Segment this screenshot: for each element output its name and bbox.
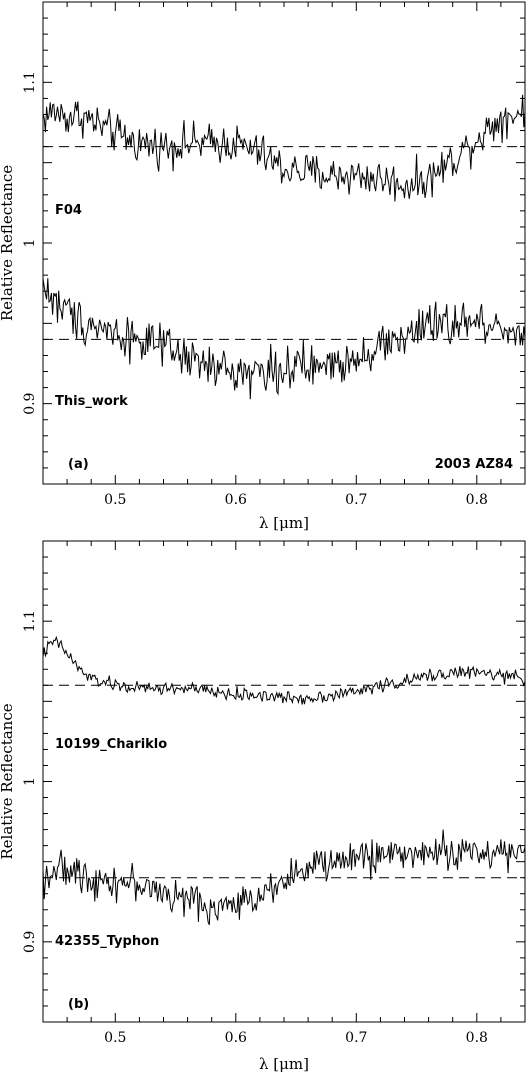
y-ticks: 0.9 1 1.1: [22, 1, 525, 485]
spectrum-traces: [42, 635, 526, 925]
spectrum-traces: [42, 94, 526, 400]
panel-label: (a): [68, 457, 89, 472]
object-label: 2003 AZ84: [435, 457, 513, 472]
y-tick-label: 1: [22, 777, 38, 786]
y-tick-label: 1.1: [22, 610, 38, 632]
spectrum-line-42355_typhon: [42, 829, 526, 925]
series-label-chariklo: 10199_Chariklo: [55, 737, 167, 752]
x-axis-label: λ [μm]: [259, 1055, 309, 1073]
panel-b: 0.5 0.6 0.7 0.8 0.9 1 1.1 10199_Chariklo 4235…: [0, 540, 526, 1073]
spectrum-line-f04: [42, 94, 526, 202]
x-tick-label: 0.7: [345, 1030, 367, 1046]
y-tick-label: 0.9: [22, 931, 38, 953]
y-tick-label: 0.9: [22, 393, 38, 415]
series-label-this-work: This_work: [55, 394, 128, 409]
y-tick-label: 1.1: [22, 71, 38, 93]
series-label-f04: F04: [55, 203, 82, 218]
reference-lines: [43, 146, 525, 340]
x-tick-label: 0.5: [104, 492, 126, 508]
panel-a: 0.5 0.6 0.7 0.8 0.9 1 1.1 F04 This_work (a) 2…: [0, 1, 526, 532]
spectrum-line-this_work: [42, 278, 526, 400]
plot-frame: [42, 1, 526, 485]
x-tick-label: 0.8: [466, 1030, 488, 1046]
x-ticks: 0.5 0.6 0.7 0.8: [42, 2, 526, 508]
x-tick-label: 0.6: [225, 1030, 247, 1046]
plot-frame: [42, 540, 526, 1023]
x-tick-label: 0.8: [466, 492, 488, 508]
reference-lines: [43, 684, 525, 879]
x-tick-label: 0.5: [104, 1030, 126, 1046]
x-ticks: 0.5 0.6 0.7 0.8: [42, 541, 526, 1046]
x-tick-label: 0.6: [225, 492, 247, 508]
spectrum-line-10199_chariklo: [42, 635, 526, 705]
panel-label: (b): [68, 997, 89, 1012]
y-axis-label: Relative Reflectance: [0, 165, 16, 321]
x-axis-label: λ [μm]: [259, 514, 309, 532]
x-tick-label: 0.7: [345, 492, 367, 508]
y-axis-label: Relative Reflectance: [0, 703, 16, 859]
y-tick-label: 1: [22, 239, 38, 248]
series-label-typhon: 42355_Typhon: [55, 934, 159, 949]
y-ticks: 0.9 1 1.1: [22, 540, 525, 1023]
